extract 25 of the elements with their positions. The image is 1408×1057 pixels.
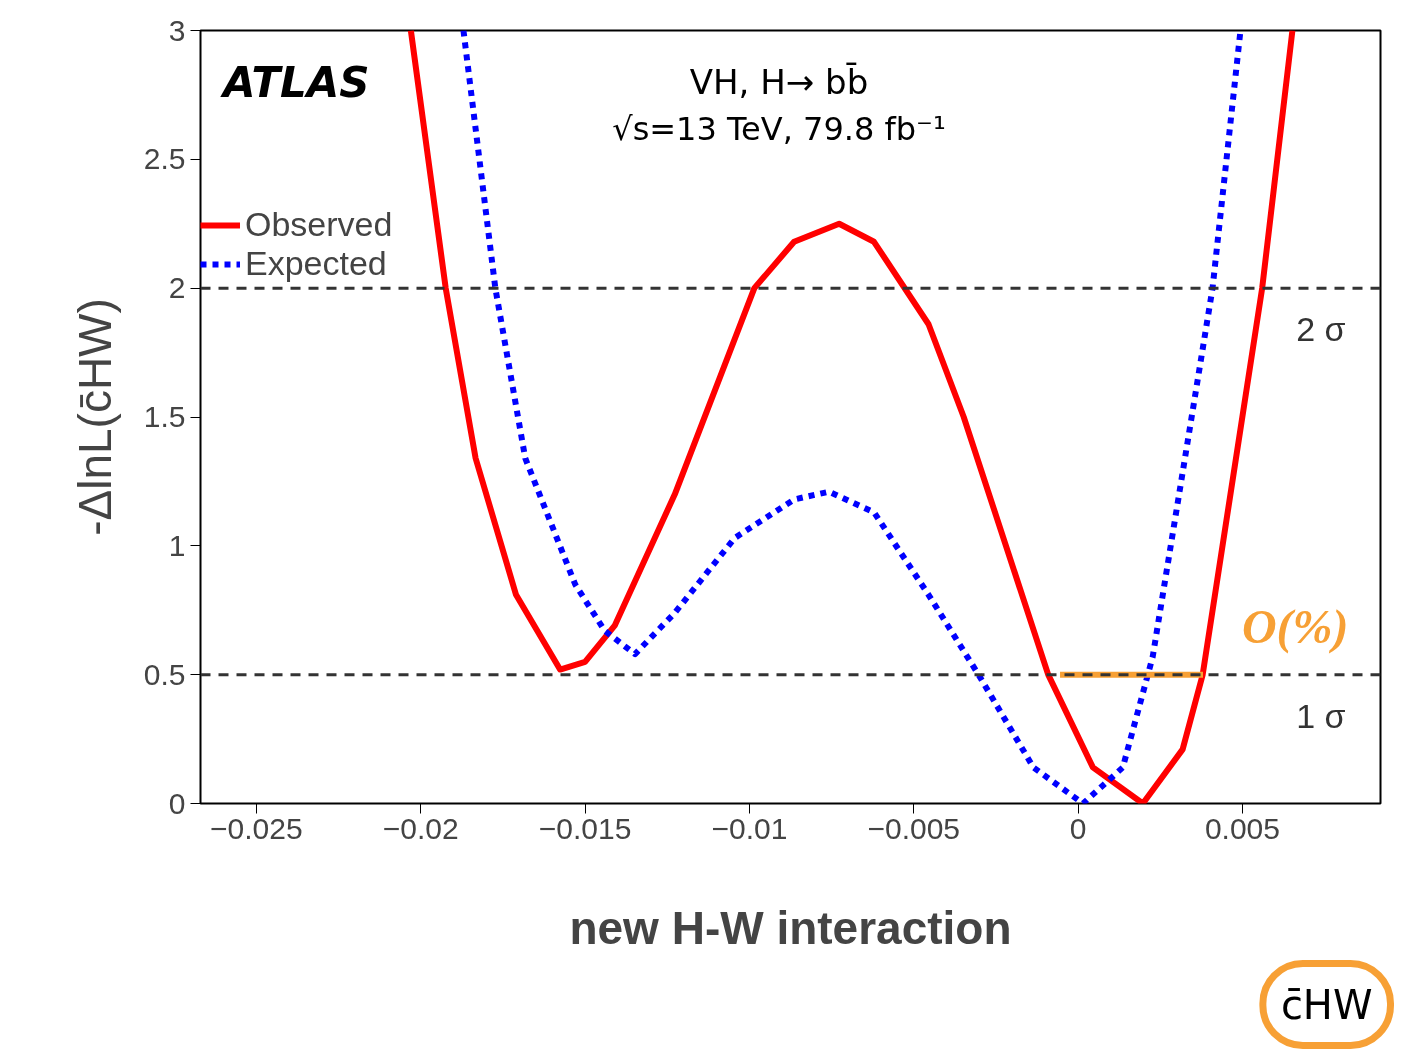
y-tick-label: 0 <box>168 786 186 820</box>
annotation: ATLAS <box>219 57 370 107</box>
x-tick-label: 0 <box>1069 811 1087 845</box>
x-axis-title: new H-W interaction <box>569 901 1012 954</box>
ref-line-label: 1 σ <box>1296 696 1346 735</box>
ref-line-label: 2 σ <box>1296 310 1346 349</box>
text: c̄HW <box>1280 981 1373 1028</box>
y-tick-label: 1.5 <box>143 400 186 433</box>
y-tick-label: 2 <box>168 271 186 305</box>
y-tick-label: 2.5 <box>143 142 186 176</box>
x-tick-label: −0.025 <box>210 811 303 845</box>
x-tick-label: −0.005 <box>867 811 961 845</box>
y-tick-label: 1 <box>168 528 186 562</box>
x-tick-label: −0.02 <box>382 811 459 845</box>
legend-label: Expected <box>245 244 387 283</box>
y-tick-label: 0.5 <box>143 657 186 691</box>
x-tick-label: −0.015 <box>538 811 632 845</box>
legend-label: Observed <box>245 205 393 244</box>
x-tick-label: −0.01 <box>711 811 788 845</box>
y-tick-label: 3 <box>168 13 186 47</box>
annotation: O(%) <box>1241 600 1349 655</box>
annotation: √s=13 TeV, 79.8 fb⁻¹ <box>612 110 946 149</box>
x-tick-label: 0.005 <box>1204 811 1280 845</box>
annotation: VH, H→ bb̄ <box>689 61 869 102</box>
y-axis-title: -ΔlnL(c̄HW) <box>68 298 121 536</box>
